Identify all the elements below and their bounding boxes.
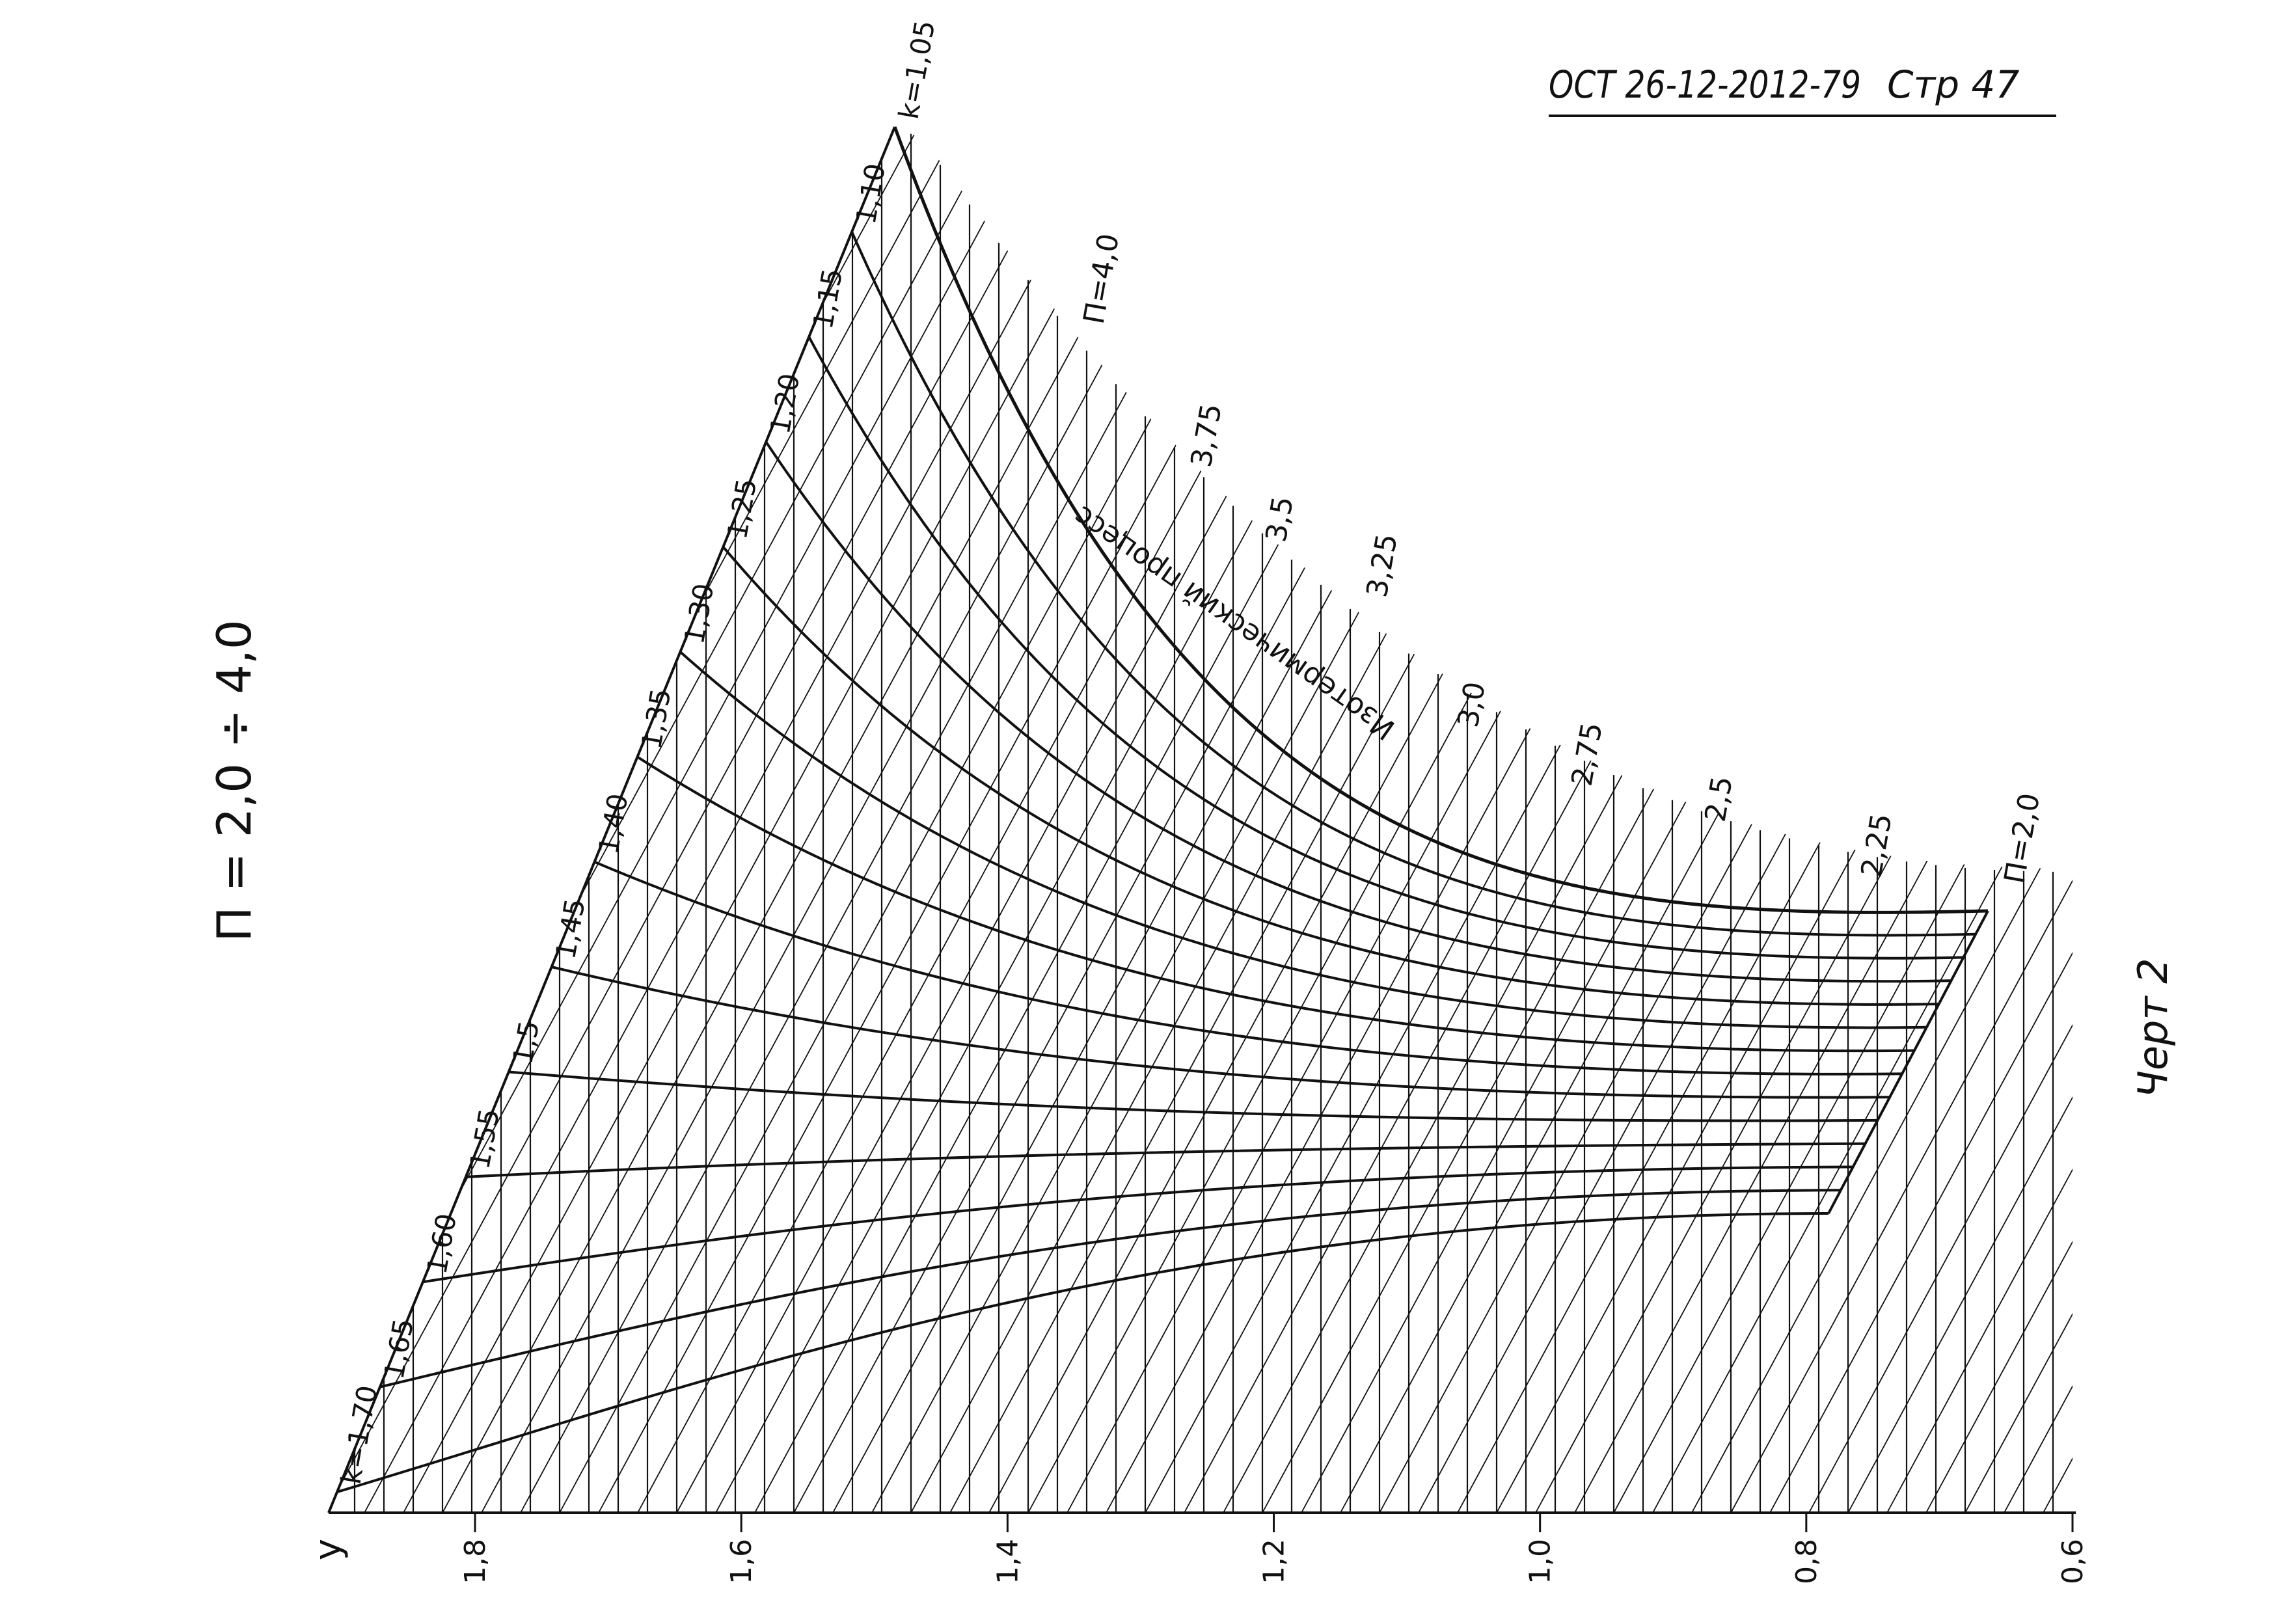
- k-curve: [465, 1142, 1866, 1178]
- pi-2-boundary-line: [1827, 910, 1989, 1214]
- pi-label: 2,5: [1699, 774, 1739, 824]
- hatch-line: [1847, 127, 2073, 1513]
- k-curve: [508, 1070, 1878, 1122]
- k-label: 1,5: [506, 1018, 545, 1066]
- hatch-line: [1769, 127, 2073, 1513]
- k-curve: [679, 651, 1927, 1029]
- x-tick-label: 1,4: [991, 1539, 1024, 1584]
- k-curve: [893, 126, 1989, 914]
- x-axis-label: y: [307, 1539, 349, 1560]
- pi-label: 3,5: [1260, 494, 1300, 545]
- doc-reference: ОСТ 26-12-2012-79: [1549, 62, 1861, 107]
- pi-label: 3,0: [1452, 679, 1492, 730]
- chart-caption: Черт 2: [2129, 958, 2177, 1098]
- hatch-line: [1886, 127, 2073, 1513]
- x-axis: 1,8 1,6 1,4 1,2 1,0 0,8 0,6 y: [307, 1513, 2089, 1584]
- x-tick-label: 0,8: [1790, 1539, 1823, 1584]
- page-reference: Стр 47: [1887, 62, 2019, 107]
- hatch-line: [1925, 127, 2073, 1513]
- k-curve: [593, 860, 1903, 1076]
- k-curve: [379, 1189, 1841, 1388]
- x-tick-label: 1,0: [1524, 1539, 1557, 1584]
- hatch-line: [1691, 127, 2073, 1513]
- chart-frame: [327, 126, 2076, 1514]
- vertical-grid: [353, 127, 2054, 1513]
- x-tick-label: 1,2: [1258, 1539, 1291, 1584]
- hatch-line: [1730, 127, 2073, 1513]
- k-curve: [422, 1165, 1853, 1284]
- k-curve: [850, 231, 1976, 937]
- k-curve: [722, 546, 1939, 1006]
- k-curve: [636, 755, 1914, 1053]
- k-curve: [336, 1212, 1829, 1494]
- hatch-line: [1652, 127, 2073, 1513]
- chart-title: П = 2,0 ÷ 4,0: [207, 619, 262, 941]
- k-curve: [808, 336, 1964, 960]
- k-curve: [551, 966, 1890, 1099]
- x-tick-label: 0,6: [2056, 1539, 2089, 1584]
- x-tick-label: 1,6: [725, 1539, 758, 1584]
- k-boundary-line: [327, 126, 896, 1513]
- k-curves: [336, 126, 1989, 1494]
- x-tick-label: 1,8: [459, 1539, 492, 1584]
- hatch-line: [1808, 127, 2073, 1513]
- k-curve: [765, 441, 1951, 983]
